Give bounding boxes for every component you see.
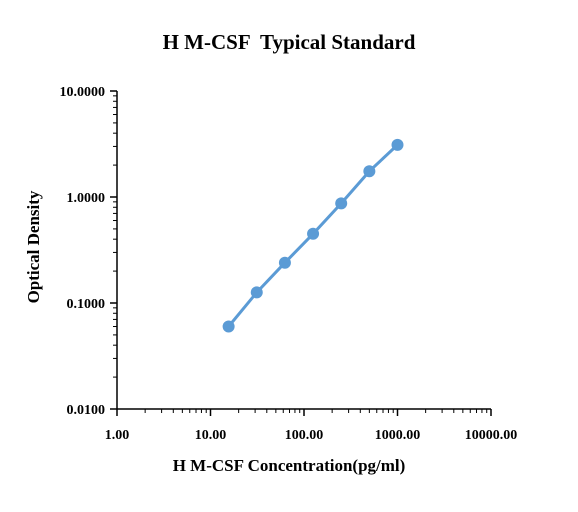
x-tick-label: 1.00 (105, 428, 130, 443)
x-tick-label: 100.00 (285, 428, 324, 443)
y-tick-label: 10.0000 (60, 85, 106, 100)
x-axis-title: H M-CSF Concentration(pg/ml) (172, 456, 406, 475)
data-point (278, 256, 291, 269)
data-point (250, 286, 263, 299)
x-tick-label: 10000.00 (465, 428, 518, 443)
data-point (363, 165, 376, 178)
data-point (307, 227, 320, 240)
data-point (391, 138, 404, 151)
data-point (222, 320, 235, 333)
x-tick-label: 10.00 (195, 428, 227, 443)
data-point (335, 197, 348, 210)
x-tick-label: 1000.00 (375, 428, 421, 443)
y-tick-label: 1.0000 (67, 191, 106, 206)
y-tick-label: 0.0100 (67, 403, 106, 418)
chart-title: H M-CSF Typical Standard (162, 30, 416, 54)
y-tick-label: 0.1000 (67, 297, 106, 312)
